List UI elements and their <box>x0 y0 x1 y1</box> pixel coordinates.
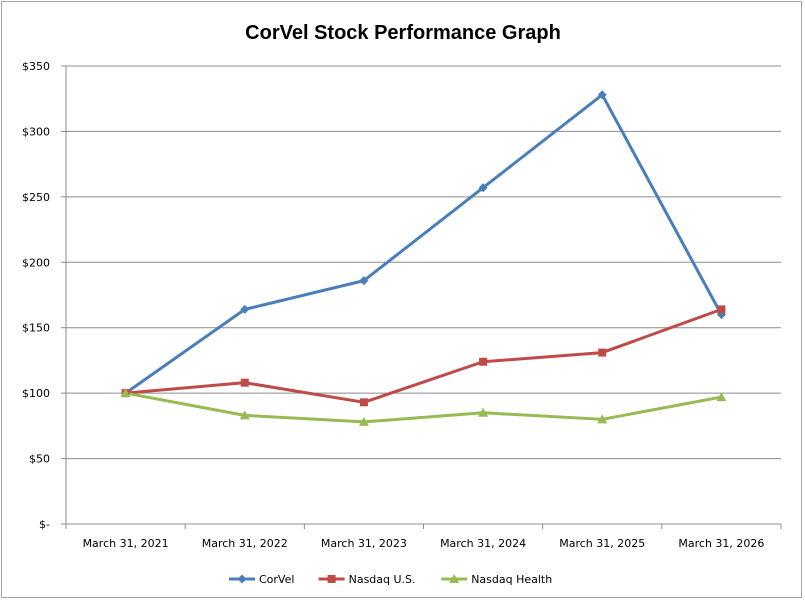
x-tick-label: March 31, 2025 <box>559 537 645 550</box>
legend-marker <box>327 575 336 583</box>
data-point-nasdaq-health <box>239 410 250 420</box>
legend-marker <box>237 574 247 584</box>
data-point-corvel <box>240 304 250 314</box>
data-point-corvel <box>478 183 488 193</box>
y-tick-label: $100 <box>22 387 50 400</box>
y-tick-label: $- <box>39 518 50 531</box>
axes <box>61 65 782 529</box>
legend-item-nasdaq-health: Nasdaq Health <box>441 573 552 586</box>
legend: CorVel Nasdaq U.S. Nasdaq Health <box>229 573 552 586</box>
x-tick-label: March 31, 2024 <box>440 537 526 550</box>
data-point-nasdaq-health <box>120 388 131 398</box>
gridlines <box>66 65 781 460</box>
data-point-nasdaq-u-s <box>359 398 368 407</box>
series-lines <box>124 93 723 424</box>
data-point-nasdaq-u-s <box>240 378 249 387</box>
data-point-nasdaq-u-s <box>479 357 488 366</box>
series-line-nasdaq-u-s <box>125 307 722 404</box>
y-tick-label: $50 <box>29 453 50 466</box>
data-point-corvel <box>597 90 607 100</box>
legend-item-nasdaq-u-s: Nasdaq U.S. <box>318 573 416 586</box>
y-tick-label: $300 <box>22 125 50 138</box>
data-point-nasdaq-u-s <box>717 305 726 314</box>
legend-label: Nasdaq Health <box>471 573 552 586</box>
chart-title: CorVel Stock Performance Graph <box>245 22 561 44</box>
data-point-nasdaq-health <box>358 416 369 426</box>
data-point-nasdaq-health <box>716 392 727 402</box>
series-markers <box>120 90 727 426</box>
legend-item-corvel: CorVel <box>229 573 294 586</box>
legend-marker <box>449 574 460 583</box>
legend-label: CorVel <box>259 573 294 586</box>
y-tick-label: $350 <box>22 60 50 73</box>
x-tick-label: March 31, 2022 <box>202 537 288 550</box>
y-tick-label: $150 <box>22 322 50 335</box>
data-point-nasdaq-health <box>597 414 608 424</box>
data-point-corvel <box>359 276 369 286</box>
x-tick-label: March 31, 2021 <box>83 537 169 550</box>
data-point-nasdaq-u-s <box>598 348 607 357</box>
x-axis-labels: March 31, 2021 March 31, 2022 March 31, 20… <box>83 537 765 550</box>
y-axis-labels: $- $50 $100 $150 $200 $250 $300 $350 <box>22 60 50 531</box>
x-tick-label: March 31, 2026 <box>678 537 764 550</box>
series-line-nasdaq-health <box>125 391 722 424</box>
x-tick-label: March 31, 2023 <box>321 537 407 550</box>
y-tick-label: $250 <box>22 191 50 204</box>
data-point-nasdaq-health <box>478 407 489 417</box>
y-tick-label: $200 <box>22 256 50 269</box>
series-line-corvel <box>124 93 723 395</box>
legend-label: Nasdaq U.S. <box>349 573 416 586</box>
